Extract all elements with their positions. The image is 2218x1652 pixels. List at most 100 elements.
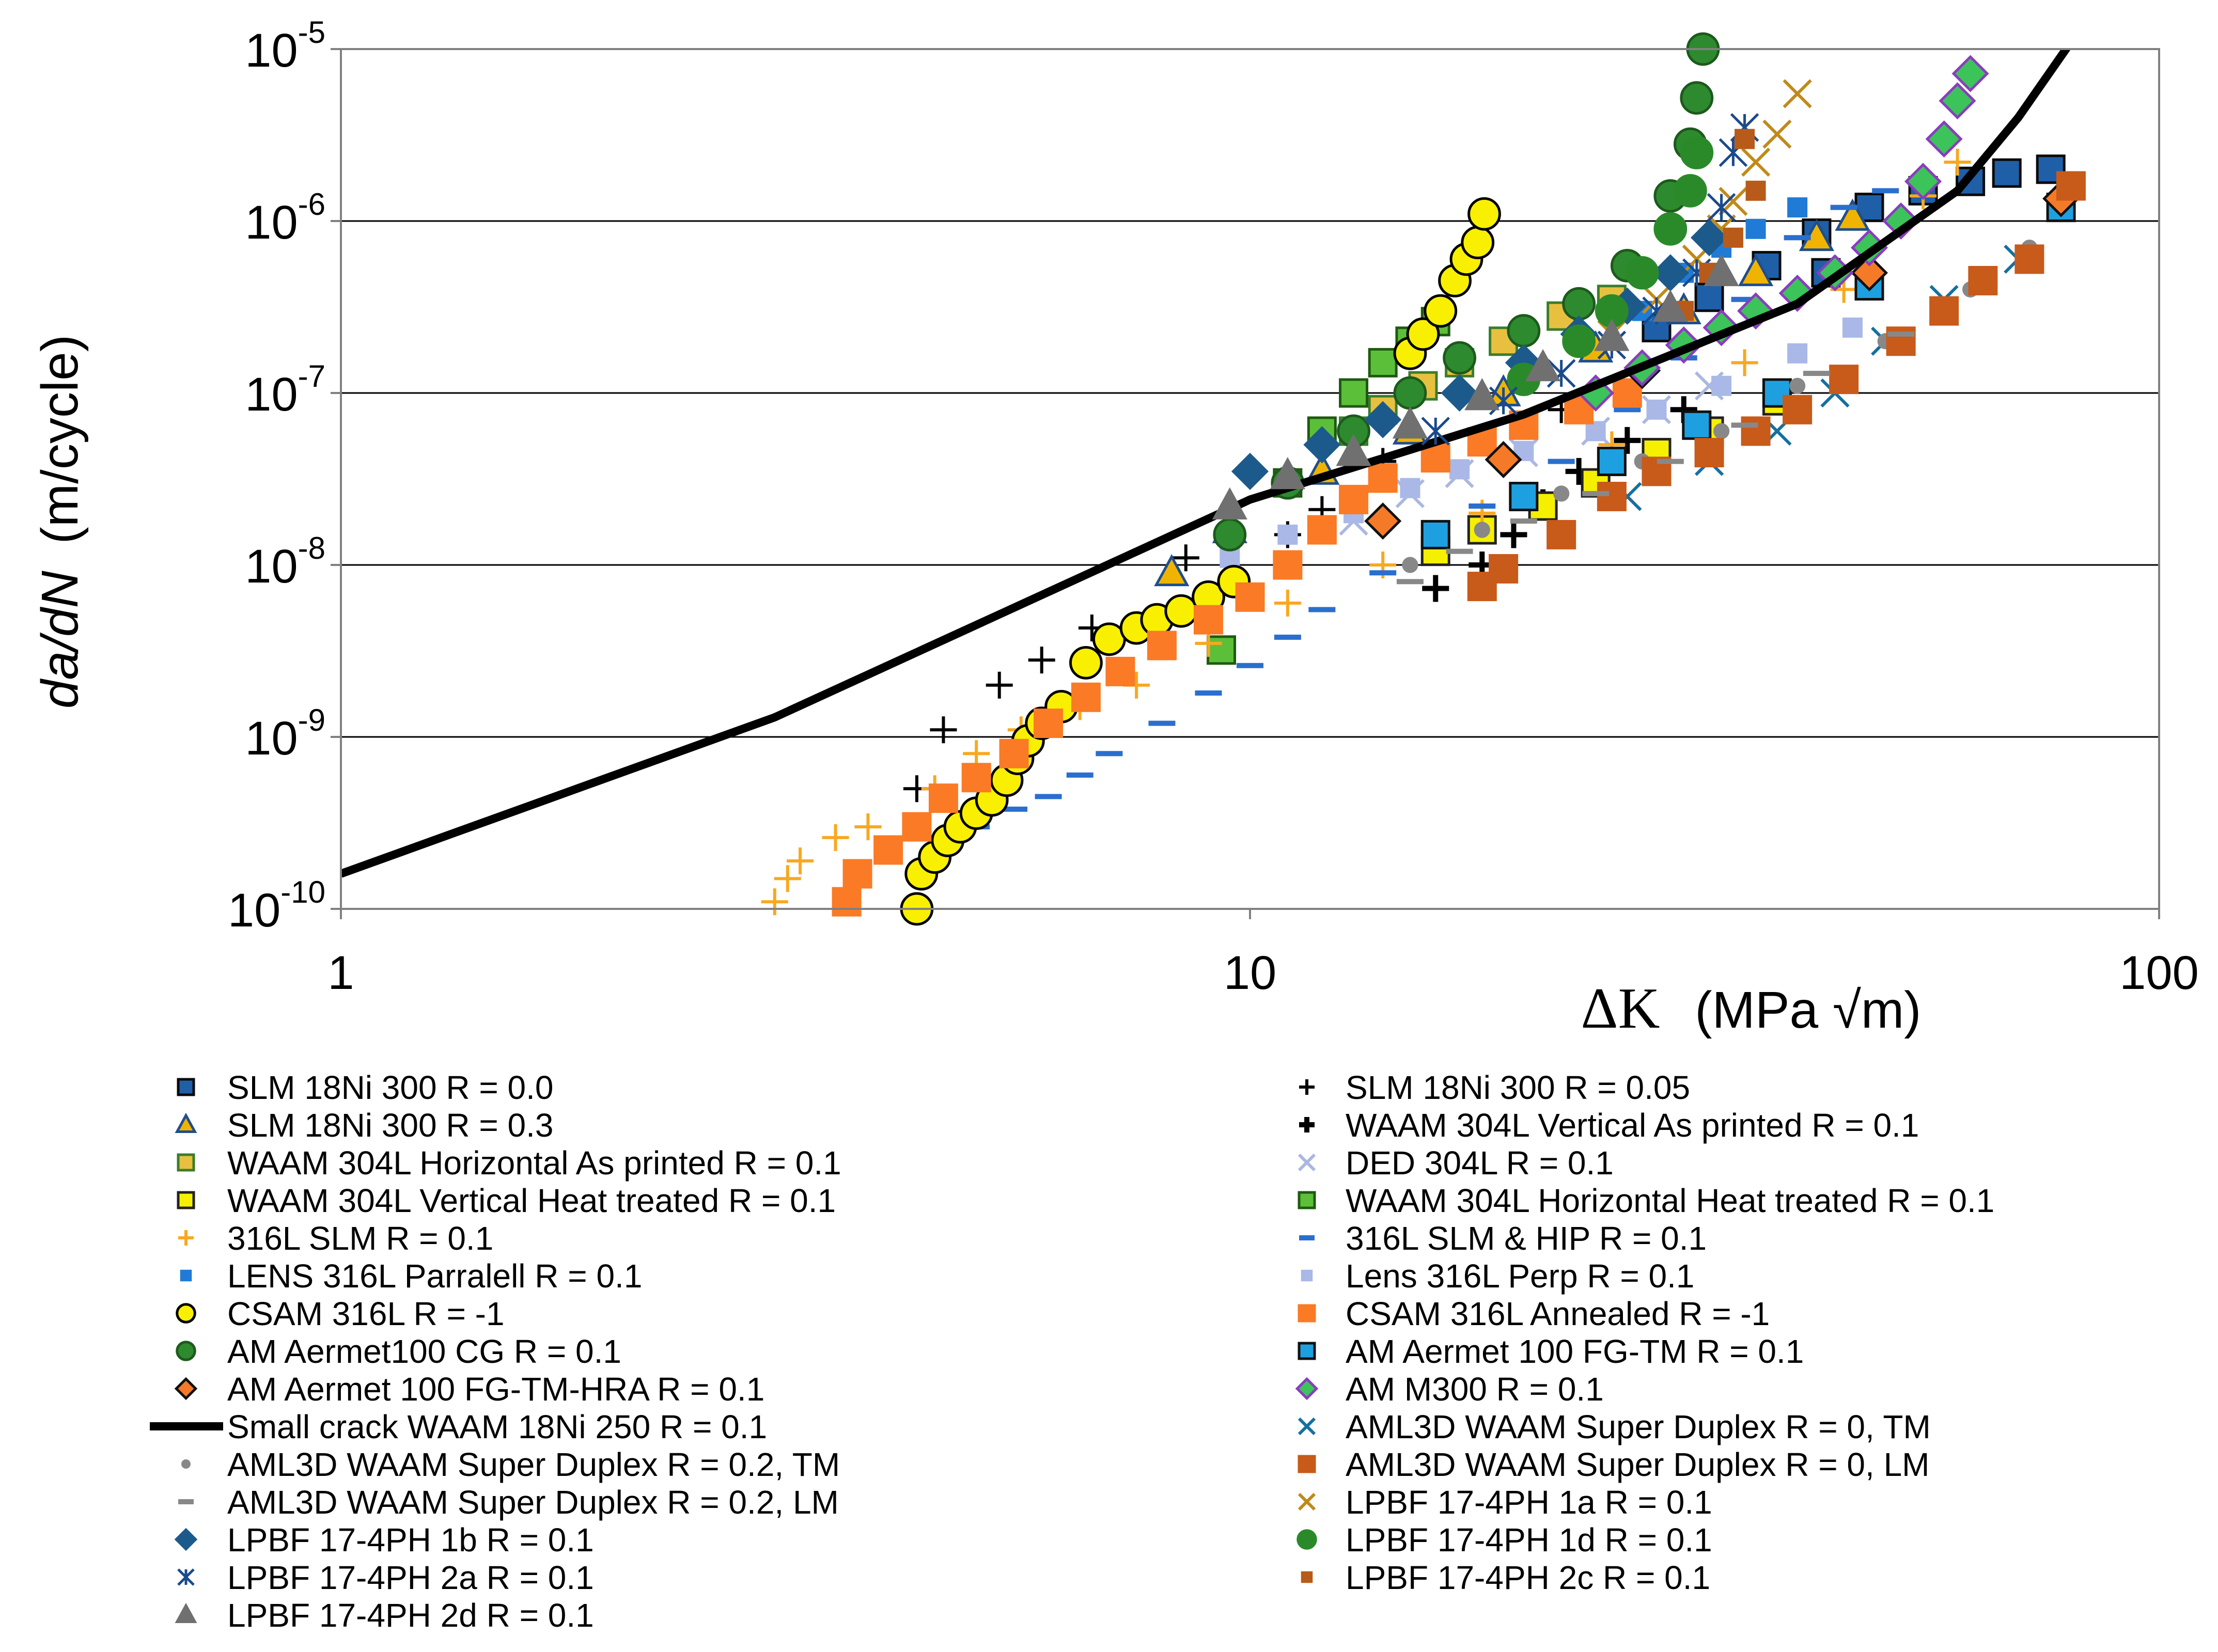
data-point <box>1270 457 1305 490</box>
data-point <box>1992 158 2022 188</box>
data-point <box>1731 422 1758 428</box>
y-tick-exponent: -8 <box>298 531 325 565</box>
data-point <box>1400 478 1420 498</box>
data-point <box>1582 491 1610 496</box>
data-point <box>174 1528 198 1551</box>
data-point <box>1887 331 1915 337</box>
series-28 <box>1212 254 1739 520</box>
data-point <box>1829 365 1859 395</box>
data-point <box>1673 174 1707 208</box>
data-point <box>1653 212 1688 246</box>
data-point <box>1745 218 1766 239</box>
data-point <box>1731 349 1758 376</box>
legend-item: LPBF 17-4PH 1a R = 0.1 <box>1298 1484 1712 1521</box>
data-point <box>1694 437 1724 467</box>
data-point <box>1562 287 1596 321</box>
data-point <box>1614 427 1641 454</box>
data-point <box>1035 794 1062 799</box>
legend-item: AML3D WAAM Super Duplex R = 0, LM <box>1298 1446 1929 1483</box>
series-layer <box>341 32 2086 926</box>
series-22 <box>1396 331 1915 585</box>
data-point <box>1680 136 1714 169</box>
data-point <box>1680 81 1714 115</box>
y-axis-title-symbol: da/dN <box>31 570 89 709</box>
legend-label: AML3D WAAM Super Duplex R = 0.2, TM <box>227 1446 840 1483</box>
legend-label: LPBF 17-4PH 2a R = 0.1 <box>227 1559 594 1596</box>
y-tick-base: 10 <box>245 24 298 77</box>
data-point <box>1614 407 1641 413</box>
data-point <box>1273 550 1303 580</box>
data-point <box>176 1341 196 1361</box>
legend-item: WAAM 304L Horizontal As printed R = 0.1 <box>177 1144 841 1182</box>
data-point <box>963 740 990 767</box>
data-point <box>1299 1235 1315 1240</box>
legend-item: DED 304L R = 0.1 <box>1298 1144 1614 1182</box>
legend-label: Small crack WAAM 18Ni 250 R = 0.1 <box>227 1408 767 1445</box>
legend-label: LPBF 17-4PH 2c R = 0.1 <box>1346 1559 1710 1596</box>
data-point <box>1402 557 1418 573</box>
legend-label: LENS 316L Parralell R = 0.1 <box>227 1257 642 1295</box>
legend-item: Small crack WAAM 18Ni 250 R = 0.1 <box>150 1408 767 1445</box>
data-point <box>1443 341 1476 375</box>
data-point <box>178 1230 194 1246</box>
legend-item: CSAM 316L R = -1 <box>176 1295 505 1332</box>
data-point <box>180 1269 192 1282</box>
data-point <box>930 716 957 744</box>
data-point <box>1547 520 1576 549</box>
x-tick-label: 1 <box>327 947 354 999</box>
legend-item: LPBF 17-4PH 2a R = 0.1 <box>177 1559 594 1596</box>
data-point <box>1299 1079 1315 1095</box>
series-14 <box>1213 32 1720 552</box>
legend-label: SLM 18Ni 300 R = 0.05 <box>1346 1069 1690 1106</box>
legend-item: AML3D WAAM Super Duplex R = 0, TM <box>1298 1408 1931 1445</box>
data-point <box>1787 197 1808 218</box>
data-point <box>842 859 872 889</box>
legend-item: AM M300 R = 0.1 <box>1295 1371 1604 1408</box>
data-point <box>1745 180 1766 201</box>
data-point <box>1392 406 1428 439</box>
data-point <box>1071 682 1101 712</box>
data-point <box>2014 244 2044 274</box>
data-point <box>1585 421 1606 442</box>
data-point <box>1783 79 1812 108</box>
data-point <box>1625 256 1659 290</box>
series-18 <box>341 49 2071 878</box>
legend-label: SLM 18Ni 300 R = 0.3 <box>227 1107 553 1144</box>
data-point <box>1446 548 1473 554</box>
data-point <box>1507 314 1541 348</box>
legend-label: DED 304L R = 0.1 <box>1346 1144 1614 1182</box>
data-point <box>1235 582 1265 612</box>
data-point <box>999 738 1029 768</box>
data-point <box>1295 1377 1319 1401</box>
y-tick-base: 10 <box>245 368 298 421</box>
data-point <box>1148 720 1176 726</box>
data-point <box>181 1459 191 1469</box>
data-point <box>1307 515 1337 545</box>
legend-label: 316L SLM R = 0.1 <box>227 1220 493 1257</box>
data-point <box>1944 148 1971 176</box>
data-point <box>1850 254 1888 292</box>
data-point <box>1469 503 1496 509</box>
legend-item: Lens 316L Perp R = 0.1 <box>1301 1257 1694 1295</box>
y-tick-label: 10-8 <box>245 531 325 593</box>
data-point <box>1485 440 1522 478</box>
data-point <box>1301 1571 1313 1583</box>
data-point <box>175 1602 197 1623</box>
data-point <box>832 887 862 917</box>
data-point <box>928 783 958 813</box>
data-point <box>1237 663 1263 668</box>
legend-item: SLM 18Ni 300 R = 0.3 <box>175 1107 553 1144</box>
data-point <box>1096 751 1123 757</box>
data-point <box>1489 554 1519 584</box>
data-point <box>1842 317 1863 338</box>
data-point <box>177 1191 195 1209</box>
data-point <box>1298 1191 1316 1209</box>
x-axis-title: ΔK (MPa √m) <box>1581 977 1922 1041</box>
data-point <box>1735 129 1755 149</box>
data-point <box>1298 1304 1316 1323</box>
data-point <box>787 847 814 875</box>
data-point <box>1594 319 1630 351</box>
y-tick-exponent: -6 <box>298 187 325 222</box>
y-axis-title: da/dN (m/cycle) <box>31 335 89 709</box>
legend-label: AM Aermet 100 FG-TM R = 0.1 <box>1346 1333 1804 1370</box>
